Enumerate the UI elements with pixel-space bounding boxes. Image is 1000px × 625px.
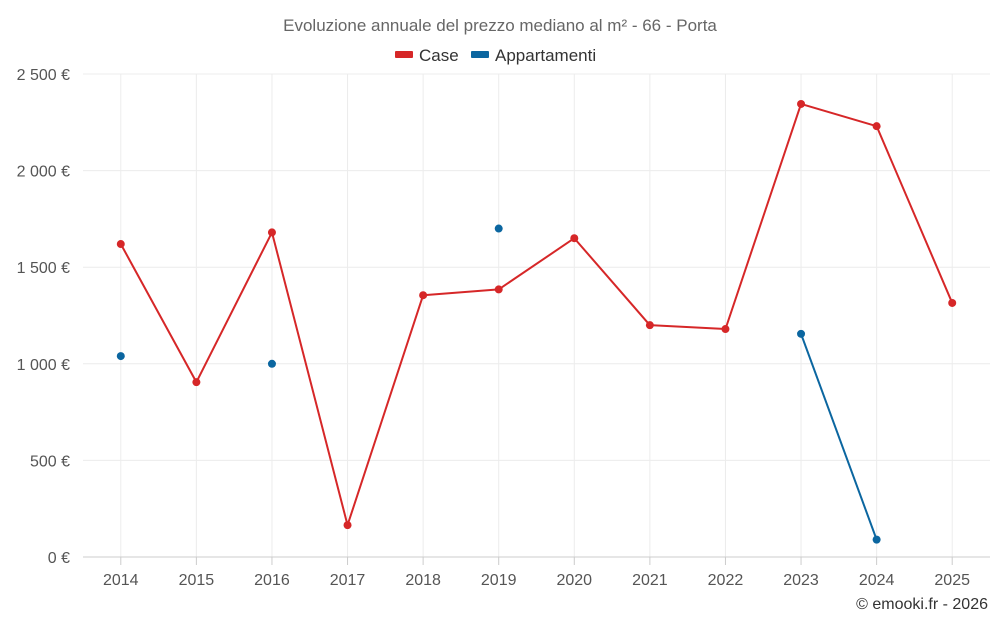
series-appartamenti [116,224,881,544]
data-point-case[interactable] [645,321,654,330]
data-point-case[interactable] [948,298,957,307]
data-point-case[interactable] [872,122,881,131]
x-tick-label: 2022 [708,572,744,589]
series-line-appartamenti [800,333,878,540]
grid [83,73,990,557]
data-point-case[interactable] [494,285,503,294]
data-point-case[interactable] [570,234,579,243]
legend-swatch-case [395,51,413,58]
legend-label-case[interactable]: Case [419,46,459,65]
data-point-appartamenti[interactable] [116,352,125,361]
axes: 0 € 500 € 1 000 € 1 500 € 2 000 € 2 500 € 2014… [17,67,990,589]
y-tick-label: 0 € [48,550,70,567]
series-layer [116,99,957,544]
data-point-appartamenti[interactable] [494,224,503,233]
x-tick-label: 2019 [481,572,517,589]
data-point-appartamenti[interactable] [267,359,276,368]
x-tick-label: 2024 [859,572,895,589]
y-tick-label: 500 € [30,453,70,470]
data-point-case[interactable] [721,325,730,334]
x-tick-label: 2015 [179,572,215,589]
x-tick-label: 2021 [632,572,668,589]
data-point-appartamenti[interactable] [872,535,881,544]
y-tick-label: 2 000 € [17,164,70,181]
legend-label-appartamenti[interactable]: Appartamenti [495,46,596,65]
data-point-case[interactable] [419,291,428,300]
series-line-case [119,102,954,527]
x-tick-label: 2025 [934,572,970,589]
chart-title: Evoluzione annuale del prezzo mediano al… [283,16,717,35]
x-tick-label: 2023 [783,572,819,589]
data-point-case[interactable] [343,521,352,530]
data-point-case[interactable] [267,228,276,237]
data-point-appartamenti[interactable] [797,329,806,338]
credit-text: © emooki.fr - 2026 [856,596,988,613]
data-point-case[interactable] [797,99,806,108]
legend-swatch-appartamenti [471,51,489,58]
series-case [116,99,957,530]
x-tick-label: 2020 [556,572,592,589]
y-tick-label: 1 500 € [17,260,70,277]
x-tick-label: 2014 [103,572,139,589]
x-tick-label: 2018 [405,572,441,589]
data-point-case[interactable] [192,378,201,387]
y-tick-label: 1 000 € [17,357,70,374]
y-tick-label: 2 500 € [17,67,70,84]
legend: Case Appartamenti [395,46,596,65]
x-tick-label: 2016 [254,572,290,589]
data-point-case[interactable] [116,240,125,249]
x-tick-label: 2017 [330,572,366,589]
